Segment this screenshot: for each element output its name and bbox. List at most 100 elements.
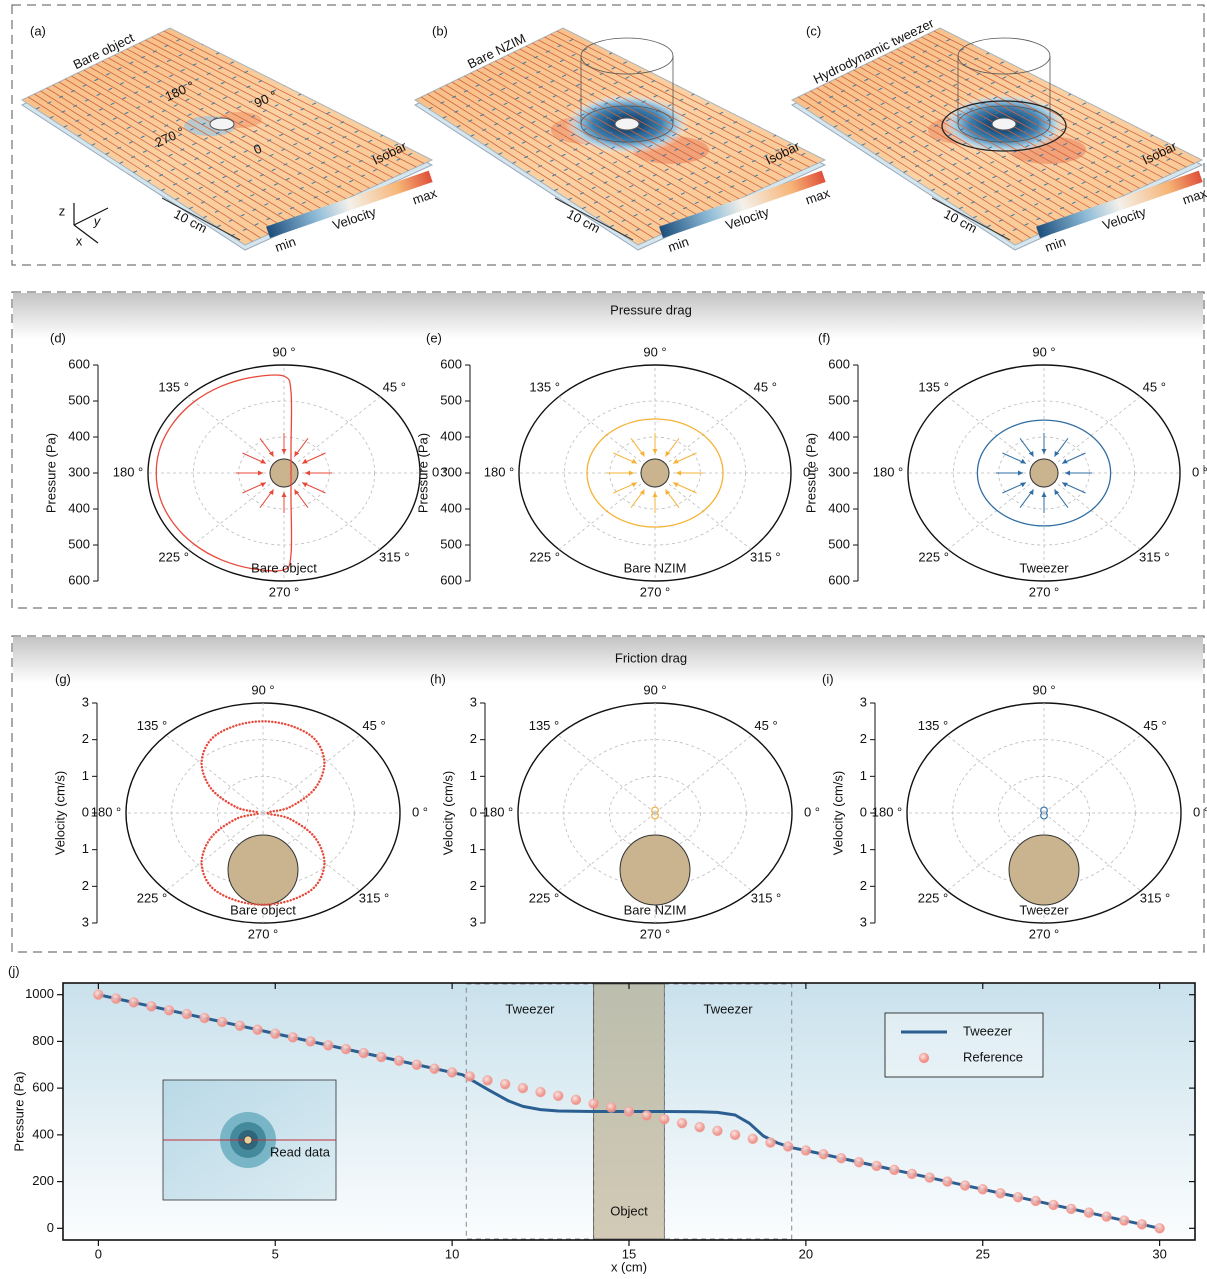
- force-arrowhead: [629, 471, 634, 476]
- panel-label: Tweezer: [1019, 560, 1069, 575]
- reference-point: [306, 1036, 316, 1046]
- y-axis-title: Pressure (Pa): [11, 1071, 26, 1151]
- reference-point: [1084, 1208, 1094, 1218]
- reference-point: [1155, 1223, 1165, 1233]
- grid-spoke: [1044, 473, 1140, 549]
- radial-tick-label: 2: [82, 731, 89, 746]
- force-arrowhead: [282, 449, 287, 454]
- colorbar-min: min: [273, 234, 298, 255]
- reference-point: [288, 1032, 298, 1042]
- reference-point: [642, 1110, 652, 1120]
- angle-tick-label: 135 °: [137, 718, 168, 733]
- force-arrowhead: [653, 492, 658, 497]
- reference-point: [447, 1067, 457, 1077]
- angle-tick-label: 90 °: [643, 682, 666, 697]
- colorbar-min: min: [1043, 234, 1068, 255]
- radial-tick-label: 300: [828, 464, 850, 479]
- grid-spoke: [655, 735, 752, 813]
- radial-tick-label: 600: [828, 572, 850, 587]
- grid-spoke: [947, 735, 1044, 813]
- grid-spoke: [166, 735, 263, 813]
- radial-tick-label: 600: [68, 572, 90, 587]
- angle-tick-label: 315 °: [379, 549, 410, 564]
- reference-point: [606, 1103, 616, 1113]
- x-tick-label: 10: [445, 1246, 459, 1261]
- x-tick-label: 20: [799, 1246, 813, 1261]
- reference-point: [200, 1013, 210, 1023]
- radial-tick-label: 600: [440, 572, 462, 587]
- object: [210, 118, 234, 130]
- object: [1030, 459, 1058, 487]
- angle-tick-label: 270 °: [640, 926, 671, 941]
- panel-letter: (c): [806, 23, 821, 38]
- reference-point: [995, 1188, 1005, 1198]
- object: [992, 118, 1016, 130]
- radial-tick-label: 400: [440, 500, 462, 515]
- radial-tick-label: 300: [440, 464, 462, 479]
- radial-tick-label: 0: [470, 804, 477, 819]
- grid-spoke: [558, 735, 655, 813]
- panel-letter: (f): [818, 330, 830, 345]
- section-title: Pressure drag: [610, 302, 692, 317]
- reference-point: [1066, 1204, 1076, 1214]
- reference-point: [1049, 1200, 1059, 1210]
- panel-letter: (e): [426, 330, 442, 345]
- radial-tick-label: 600: [828, 356, 850, 371]
- page: { "sections": ["Pressure drag", "Frictio…: [0, 0, 1207, 1274]
- angle-tick-label: 0 °: [804, 804, 820, 819]
- force-arrowhead: [1042, 492, 1047, 497]
- reference-point: [129, 997, 139, 1007]
- angle-tick-label: 225 °: [918, 549, 949, 564]
- radial-tick-label: 600: [440, 356, 462, 371]
- angle-tick-label: 315 °: [359, 891, 390, 906]
- angle-tick-label: 225 °: [137, 891, 168, 906]
- object: [641, 459, 669, 487]
- reference-point: [907, 1169, 917, 1179]
- reference-point: [677, 1118, 687, 1128]
- grid-spoke: [284, 397, 380, 473]
- angle-tick-label: 315 °: [1139, 549, 1170, 564]
- axis-name: x: [76, 233, 83, 248]
- panel-letter: (a): [30, 23, 46, 38]
- grid-spoke: [188, 397, 284, 473]
- reference-point: [465, 1071, 475, 1081]
- reference-point: [942, 1177, 952, 1187]
- angle-tick-label: 0 °: [1192, 464, 1207, 479]
- axis-name: z: [59, 203, 66, 218]
- angle-tick-label: 270 °: [269, 584, 300, 599]
- grid-spoke: [1044, 397, 1140, 473]
- radial-tick-label: 400: [68, 500, 90, 515]
- radial-tick-label: 0: [82, 804, 89, 819]
- angle-tick-label: 135 °: [918, 718, 949, 733]
- reference-point: [659, 1114, 669, 1124]
- panel-letter: (i): [822, 671, 834, 686]
- object: [620, 835, 690, 905]
- region-label: Tweezer: [505, 1001, 555, 1016]
- radial-tick-label: 1: [82, 841, 89, 856]
- axis-title: Velocity (cm/s): [52, 771, 67, 856]
- angle-tick-label: 90 °: [643, 344, 666, 359]
- reference-point: [182, 1009, 192, 1019]
- force-arrowhead: [305, 471, 310, 476]
- force-arrowhead: [258, 471, 263, 476]
- reference-point: [730, 1130, 740, 1140]
- reference-point: [571, 1095, 581, 1105]
- reference-point: [978, 1184, 988, 1194]
- figure: Pressure drag Friction drag (a)Bare obje…: [0, 0, 1207, 1274]
- radial-tick-label: 2: [470, 731, 477, 746]
- x-tick-label: 0: [95, 1246, 102, 1261]
- reference-point: [146, 1001, 156, 1011]
- reference-point: [1119, 1216, 1129, 1226]
- grid-spoke: [948, 473, 1044, 549]
- inset-object: [244, 1136, 252, 1144]
- y-tick-label: 200: [32, 1173, 54, 1188]
- reference-point: [783, 1142, 793, 1152]
- reference-point: [500, 1079, 510, 1089]
- angle-tick-label: 180 °: [91, 804, 122, 819]
- colorbar-max: max: [804, 185, 833, 207]
- reference-point: [836, 1153, 846, 1163]
- angle-tick-label: 270 °: [1029, 926, 1060, 941]
- angle-tick-label: 135 °: [529, 718, 560, 733]
- object: [228, 835, 298, 905]
- angle-tick-label: 225 °: [529, 549, 560, 564]
